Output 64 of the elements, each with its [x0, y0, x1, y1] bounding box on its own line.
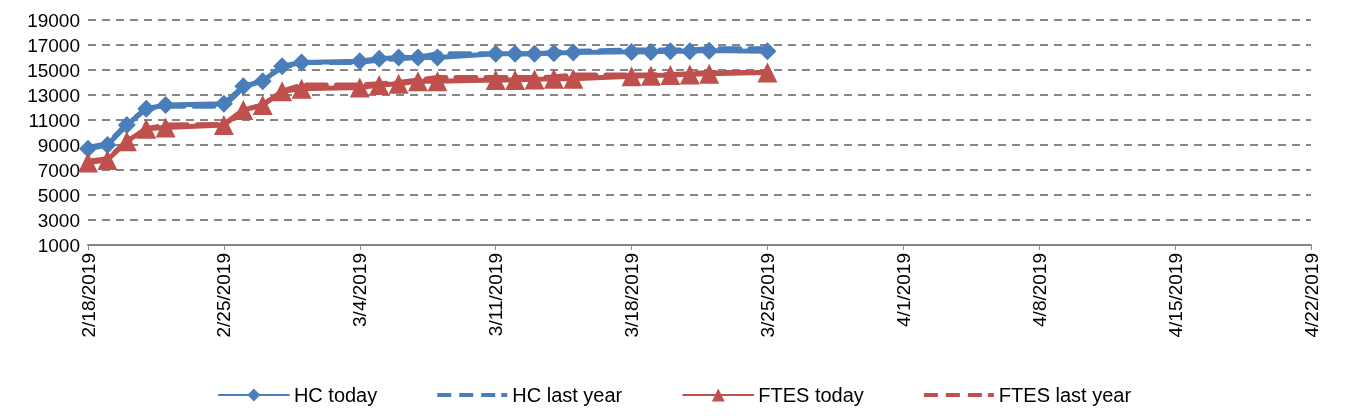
- x-tick-label: 4/8/2019: [1028, 253, 1050, 327]
- point: [78, 152, 98, 173]
- x-tick-label: 3/18/2019: [621, 253, 643, 338]
- point: [155, 117, 176, 138]
- y-tick-label: 9000: [37, 134, 80, 156]
- y-tick-label: 15000: [27, 59, 80, 81]
- x-tick-label: 2/18/2019: [77, 253, 99, 338]
- y-tick-label: 17000: [27, 34, 80, 56]
- point: [388, 73, 409, 94]
- point: [370, 49, 389, 68]
- y-tick-label: 3000: [37, 209, 80, 231]
- point: [272, 81, 293, 102]
- point: [679, 64, 700, 85]
- point: [543, 68, 564, 89]
- x-tick-label: 3/25/2019: [756, 253, 778, 338]
- x-tick-label: 4/22/2019: [1300, 253, 1322, 338]
- point: [273, 57, 292, 76]
- legend-label: HC last year: [512, 384, 623, 406]
- point: [563, 68, 584, 89]
- point: [253, 72, 272, 91]
- point: [700, 41, 719, 60]
- legend-label: FTES today: [758, 384, 864, 406]
- point: [485, 70, 506, 90]
- legend-label: FTES last year: [998, 384, 1132, 406]
- y-tick-label: 5000: [37, 184, 80, 206]
- point: [117, 116, 136, 134]
- point: [136, 118, 157, 139]
- y-tick-label: 11000: [28, 109, 80, 131]
- point: [757, 62, 778, 83]
- y-tick-label: 7000: [37, 159, 80, 181]
- point: [369, 75, 390, 95]
- point: [116, 131, 137, 152]
- point: [622, 42, 641, 61]
- y-tick-label: 19000: [27, 9, 80, 31]
- point: [291, 78, 312, 99]
- point: [564, 43, 583, 62]
- point: [505, 70, 526, 90]
- point: [97, 150, 118, 170]
- point: [524, 69, 545, 90]
- point: [98, 136, 117, 154]
- point: [233, 100, 254, 120]
- point: [640, 65, 661, 86]
- point: [349, 77, 370, 98]
- point: [79, 139, 97, 158]
- x-tick-label: 3/4/2019: [349, 253, 371, 327]
- point: [213, 115, 234, 135]
- x-tick-label: 3/11/2019: [485, 253, 507, 337]
- legend-label: HC today: [293, 384, 378, 406]
- point: [660, 65, 681, 85]
- y-tick-label: 13000: [27, 84, 80, 106]
- point: [137, 99, 156, 118]
- point: [214, 94, 233, 113]
- x-tick-label: 4/15/2019: [1164, 253, 1186, 338]
- x-tick-label: 4/1/2019: [892, 253, 914, 327]
- point: [234, 77, 253, 96]
- x-tick-label: 2/25/2019: [213, 253, 235, 338]
- y-tick-label: 1000: [37, 234, 80, 256]
- point: [252, 95, 273, 115]
- point: [758, 42, 777, 61]
- point: [621, 66, 642, 87]
- point: [427, 71, 448, 92]
- point: [699, 63, 720, 84]
- point: [156, 96, 175, 114]
- point: [408, 71, 429, 92]
